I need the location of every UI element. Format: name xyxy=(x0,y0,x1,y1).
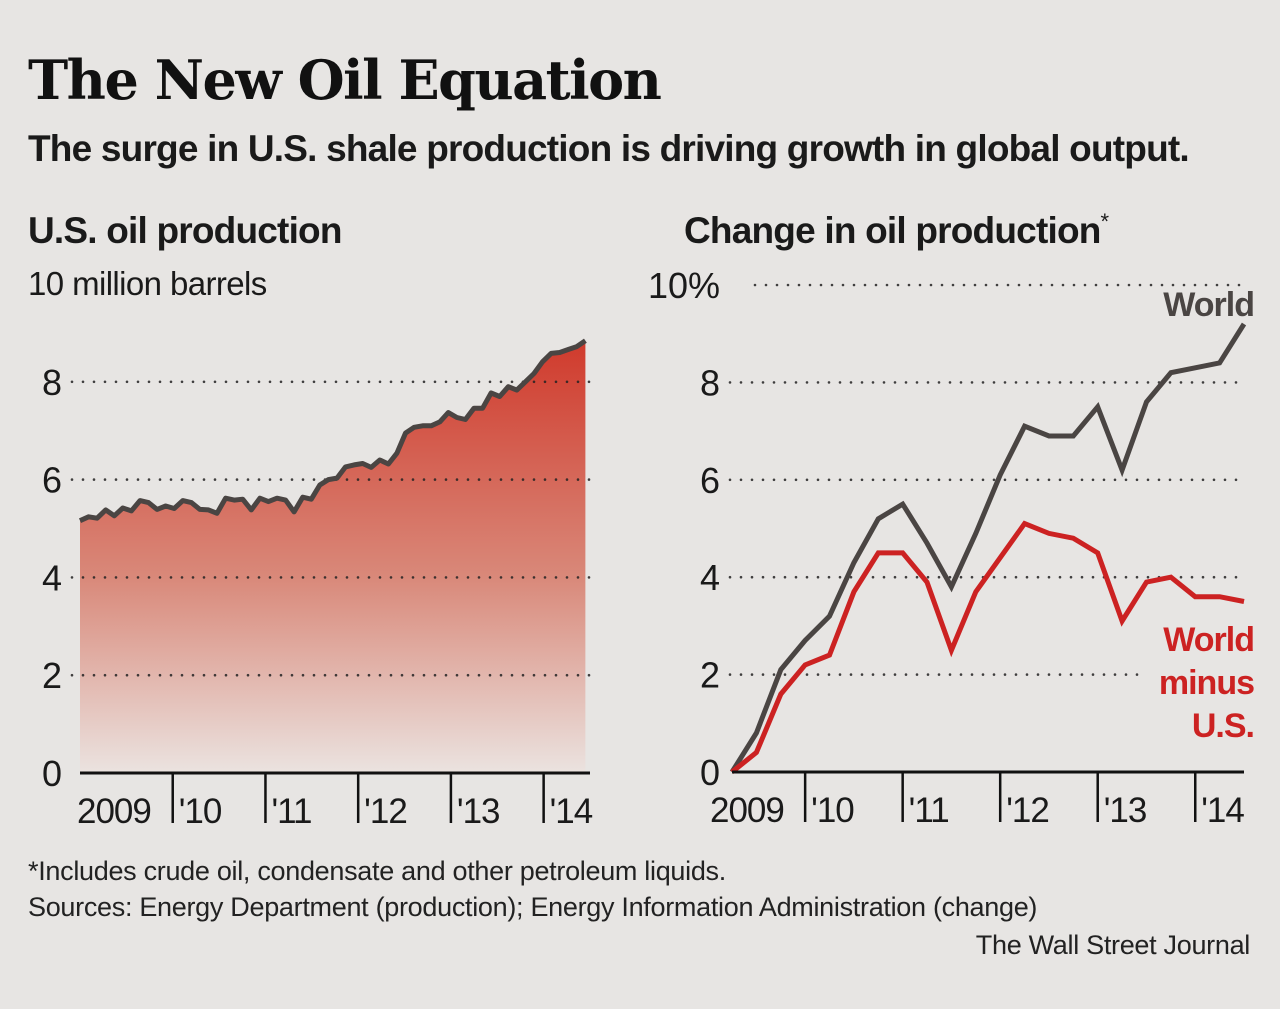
credit: The Wall Street Journal xyxy=(975,930,1251,960)
y-tick-label: 6 xyxy=(42,460,62,501)
left-unit-label: 10 million barrels xyxy=(28,265,267,302)
y-tick-label: 8 xyxy=(42,362,62,403)
x-tick-label: 2009 xyxy=(77,792,151,831)
series-label-world-minus-us: World minus U.S. xyxy=(1159,621,1254,745)
x-tick-label: '14 xyxy=(1201,791,1244,830)
series-label-world: World xyxy=(1163,286,1254,324)
x-tick-label: 2009 xyxy=(710,791,784,830)
x-tick-label: '11 xyxy=(271,792,311,831)
x-tick-label: '14 xyxy=(550,792,593,831)
production-line xyxy=(78,338,587,523)
y-tick-label: 10% xyxy=(648,265,720,306)
y-tick-label: 4 xyxy=(42,557,62,598)
series-label-line: minus xyxy=(1159,664,1254,702)
footnote: *Includes crude oil, condensate and othe… xyxy=(28,856,726,886)
chart-title: The New Oil Equation xyxy=(28,48,662,112)
y-tick-label: 8 xyxy=(700,362,720,403)
left-chart-title: U.S. oil production xyxy=(28,210,342,251)
series-label-line: World xyxy=(1163,621,1254,659)
series-line-world-minus-us xyxy=(730,520,1245,774)
right-chart-title-text: Change in oil production xyxy=(684,210,1101,251)
y-tick-label: 0 xyxy=(42,753,62,794)
y-tick-label: 0 xyxy=(700,752,720,793)
y-tick-label: 2 xyxy=(700,655,720,696)
series-label-line: U.S. xyxy=(1192,707,1254,745)
x-tick-label: '10 xyxy=(179,792,222,831)
area-fill xyxy=(80,340,586,773)
x-tick-label: '10 xyxy=(811,791,854,830)
y-tick-label: 2 xyxy=(42,655,62,696)
series-line-world xyxy=(729,322,1247,774)
chart-subtitle: The surge in U.S. shale production is dr… xyxy=(28,128,1190,169)
right-chart-title: Change in oil production* xyxy=(684,209,1110,251)
y-tick-label: 4 xyxy=(700,557,720,598)
sources: Sources: Energy Department (production);… xyxy=(28,892,1038,922)
x-tick-label: '13 xyxy=(1104,791,1147,830)
x-tick-label: '11 xyxy=(909,791,949,830)
x-tick-label: '12 xyxy=(364,792,407,831)
x-tick-label: '12 xyxy=(1006,791,1049,830)
title-asterisk: * xyxy=(1101,209,1110,234)
y-tick-label: 6 xyxy=(700,460,720,501)
x-tick-label: '13 xyxy=(457,792,500,831)
